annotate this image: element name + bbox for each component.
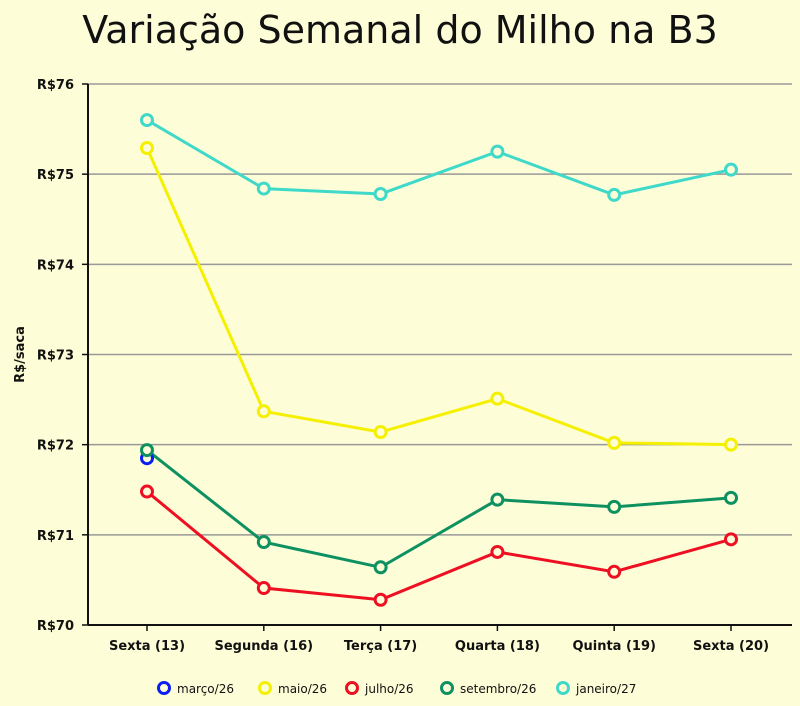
data-point <box>256 181 271 196</box>
data-point <box>490 144 505 159</box>
x-tick-label: Sexta (20) <box>693 639 769 654</box>
data-point <box>724 162 738 177</box>
data-point <box>140 141 154 156</box>
y-tick-label: R$70 <box>37 619 74 634</box>
data-point <box>724 532 738 547</box>
data-point <box>490 391 505 406</box>
legend-marker <box>556 681 570 695</box>
data-point <box>256 581 271 596</box>
data-point <box>724 490 738 505</box>
data-point <box>373 187 388 202</box>
data-point <box>140 113 154 128</box>
legend-label: janeiro/27 <box>575 682 636 696</box>
data-point <box>373 560 388 575</box>
data-point <box>140 484 154 499</box>
data-point <box>607 187 622 202</box>
chart-title: Variação Semanal do Milho na B3 <box>82 8 718 52</box>
legend-label: julho/26 <box>364 682 414 696</box>
data-point <box>607 499 622 514</box>
y-axis-label: R$/saca <box>13 326 28 383</box>
data-point <box>140 443 154 458</box>
y-tick-label: R$75 <box>37 168 74 183</box>
data-point <box>490 544 505 559</box>
data-point <box>256 535 271 550</box>
y-tick-label: R$72 <box>37 439 74 454</box>
x-tick-label: Segunda (16) <box>215 639 314 654</box>
data-point <box>490 492 505 507</box>
series-line <box>146 118 732 197</box>
legend-label: março/26 <box>177 682 234 696</box>
data-point <box>373 425 388 440</box>
series-line <box>146 448 732 569</box>
data-point <box>256 404 271 419</box>
legend-marker <box>345 681 359 695</box>
legend-marker <box>157 681 171 695</box>
data-point <box>607 435 622 450</box>
x-tick-label: Terça (17) <box>344 639 417 654</box>
legend-label: maio/26 <box>278 682 327 696</box>
data-point <box>373 592 388 607</box>
legend-marker <box>440 681 454 695</box>
data-point <box>724 437 738 452</box>
x-tick-label: Quarta (18) <box>455 639 540 654</box>
legend-label: setembro/26 <box>460 682 536 696</box>
x-tick-label: Sexta (13) <box>109 639 185 654</box>
series-line <box>146 490 732 602</box>
series-line <box>145 147 732 447</box>
data-point <box>607 564 622 579</box>
y-tick-label: R$71 <box>37 529 74 544</box>
legend-marker <box>258 681 272 695</box>
y-tick-label: R$76 <box>37 78 74 93</box>
y-tick-label: R$73 <box>37 349 74 364</box>
x-tick-label: Quinta (19) <box>572 639 656 654</box>
y-tick-label: R$74 <box>37 258 74 273</box>
